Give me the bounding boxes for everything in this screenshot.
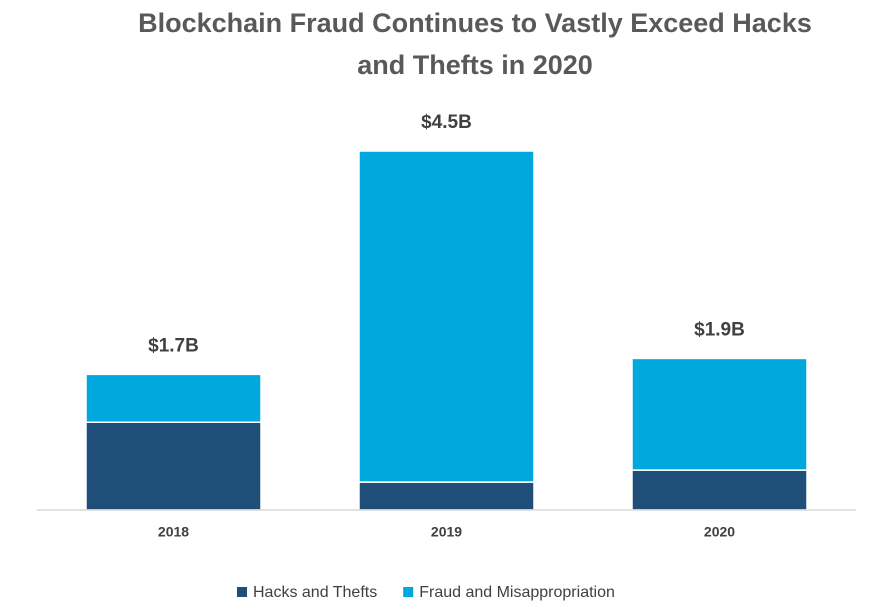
- legend-swatch: [237, 587, 247, 597]
- chart-title: Blockchain Fraud Continues to Vastly Exc…: [138, 8, 812, 80]
- bar-segment: [85, 421, 262, 511]
- bar-segment: [631, 469, 808, 511]
- total-label: $1.7B: [148, 335, 199, 356]
- x-tick-label: 2019: [431, 524, 462, 540]
- bar-segment: [358, 150, 535, 483]
- bar-segment: [358, 481, 535, 511]
- legend-label: Fraud and Misappropriation: [419, 584, 615, 601]
- total-label: $4.5B: [421, 112, 472, 133]
- bar-segment: [631, 357, 808, 471]
- x-tick-label: 2018: [158, 524, 189, 540]
- legend-label: Hacks and Thefts: [253, 584, 377, 601]
- bar-segment: [85, 373, 262, 423]
- legend-swatch: [403, 587, 414, 597]
- total-label: $1.9B: [694, 319, 745, 340]
- x-tick-label: 2020: [704, 524, 735, 540]
